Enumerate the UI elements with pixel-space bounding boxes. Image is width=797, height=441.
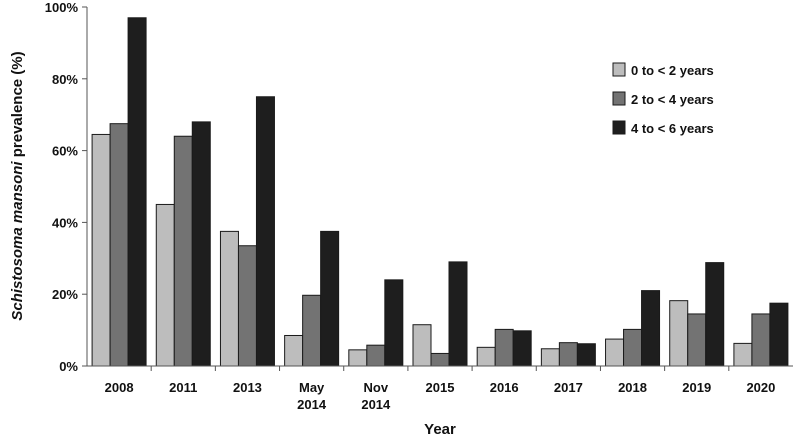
bar-1-9 [687, 313, 707, 367]
bar-0-8 [605, 338, 625, 367]
bar-1-5 [430, 352, 450, 367]
x-axis-ticks: 2008 2011 2013 May 2014 Nov 2014 2015 2016 2017 20… [105, 366, 775, 412]
bar-2-7 [576, 343, 596, 367]
bar-1-0 [109, 123, 129, 367]
y-tick-label: 80% [52, 72, 78, 87]
bar-2-4 [384, 279, 404, 367]
legend-swatch-0 [612, 62, 626, 77]
y-axis-title-italic: Schistosoma mansoni [9, 161, 26, 321]
x-tick-label: 2015 [426, 380, 455, 395]
x-tick-label: 2013 [233, 380, 262, 395]
legend-label-2: 4 to < 6 years [631, 121, 714, 136]
bar-0-1 [155, 203, 175, 367]
x-tick-label: May 2014 [297, 380, 327, 412]
bar-0-7 [540, 348, 560, 367]
bar-1-8 [623, 328, 643, 367]
bar-0-10 [733, 342, 753, 367]
legend-swatch-1 [612, 91, 626, 106]
y-tick-label: 0% [59, 359, 78, 374]
bar-1-6 [494, 328, 514, 367]
bar-1-3 [302, 294, 322, 367]
bar-2-3 [320, 230, 340, 367]
bar-0-4 [348, 349, 368, 367]
bar-2-8 [641, 290, 661, 367]
bar-0-9 [669, 300, 689, 367]
x-tick-label: 2017 [554, 380, 583, 395]
bar-1-1 [173, 135, 193, 367]
x-tick-label: 2018 [618, 380, 647, 395]
x-tick-label: 2011 [169, 380, 197, 395]
bar-2-9 [705, 262, 725, 367]
y-tick-label: 100% [45, 0, 79, 15]
legend-swatch-2 [612, 120, 626, 135]
legend-label-1: 2 to < 4 years [631, 92, 714, 107]
bar-group [91, 17, 789, 367]
bar-0-6 [476, 346, 496, 367]
x-axis-title: Year [424, 421, 456, 438]
x-tick-label: 2020 [746, 380, 775, 395]
y-axis-ticks: 0% 20% 40% 60% 80% 100% [45, 0, 87, 374]
legend: 0 to < 2 years 2 to < 4 years 4 to < 6 yea… [612, 62, 714, 136]
y-axis-title-rest: prevalence (%) [9, 51, 26, 161]
bar-2-10 [769, 302, 789, 367]
bar-2-6 [512, 330, 532, 367]
y-tick-label: 40% [52, 215, 78, 230]
x-tick-label: Nov 2014 [361, 380, 391, 412]
bar-0-2 [219, 230, 239, 367]
x-tick-label: 2008 [105, 380, 134, 395]
x-tick-label: 2016 [490, 380, 519, 395]
bar-1-4 [366, 344, 386, 367]
bar-0-0 [91, 133, 111, 367]
bar-1-10 [751, 313, 771, 367]
bar-1-7 [558, 342, 578, 367]
x-tick-label: 2019 [682, 380, 711, 395]
y-tick-label: 60% [52, 144, 78, 159]
bar-2-2 [255, 96, 275, 367]
bar-0-3 [284, 334, 304, 367]
bar-1-2 [237, 245, 257, 367]
y-tick-label: 20% [52, 287, 78, 302]
bar-2-1 [191, 121, 211, 367]
legend-label-0: 0 to < 2 years [631, 63, 714, 78]
y-axis-title: Schistosoma mansoni prevalence (%) [9, 51, 26, 320]
bar-0-5 [412, 324, 432, 367]
bar-2-0 [127, 17, 147, 367]
bar-2-5 [448, 261, 468, 367]
